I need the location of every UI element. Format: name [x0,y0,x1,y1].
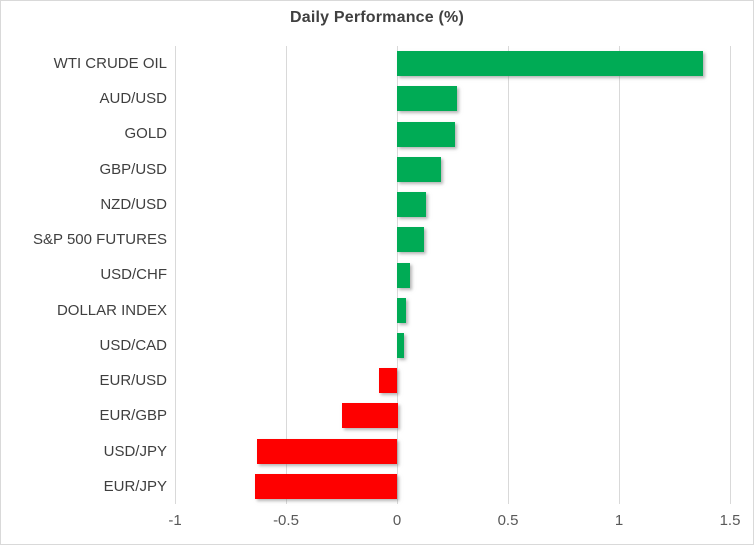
gridline-0.5 [508,46,509,504]
x-tick-label--1: -1 [168,512,182,529]
category-label-usd-chf: USD/CHF [100,266,167,283]
gridline--1 [175,46,176,504]
category-label-s-p-500-futures: S&P 500 FUTURES [33,231,167,248]
bar-nzd-usd [397,192,426,217]
category-label-usd-cad: USD/CAD [99,337,167,354]
bar-s-p-500-futures [397,227,424,252]
bar-eur-jpy [255,474,397,499]
value-axis: -1 -0.5 0 0.5 1 1.5 [1,512,753,534]
category-label-gold: GOLD [124,125,167,142]
category-label-eur-jpy: EUR/JPY [103,478,167,495]
category-label-wti-crude-oil: WTI CRUDE OIL [53,55,167,72]
category-label-nzd-usd: NZD/USD [100,196,167,213]
category-label-eur-gbp: EUR/GBP [99,407,167,424]
x-tick-label-1.5: 1.5 [719,512,741,529]
bar-gold [397,122,455,147]
x-tick-label-1: 1 [614,512,624,529]
bar-eur-gbp [342,403,398,428]
gridline-1 [619,46,620,504]
gridline-1.5 [730,46,731,504]
category-label-aud-usd: AUD/USD [99,90,167,107]
category-label-gbp-usd: GBP/USD [99,161,167,178]
chart-title: Daily Performance (%) [289,9,465,26]
category-label-eur-usd: EUR/USD [99,372,167,389]
bar-eur-usd [379,368,397,393]
gridline--0.5 [286,46,287,504]
plot-area [175,46,731,504]
bar-dollar-index [397,298,406,323]
bar-usd-jpy [257,439,397,464]
x-tick-label--0.5: -0.5 [273,512,299,529]
category-label-dollar-index: DOLLAR INDEX [56,302,167,319]
category-label-usd-jpy: USD/JPY [103,443,167,460]
bar-usd-chf [397,263,410,288]
bar-gbp-usd [397,157,441,182]
x-tick-label-0.5: 0.5 [497,512,519,529]
category-axis: WTI CRUDE OIL AUD/USD GOLD GBP/USD NZD/USD S&… [1,46,167,504]
bar-wti-crude-oil [397,51,703,76]
x-tick-label-0: 0 [392,512,402,529]
bar-aud-usd [397,86,457,111]
bar-usd-cad [397,333,404,358]
